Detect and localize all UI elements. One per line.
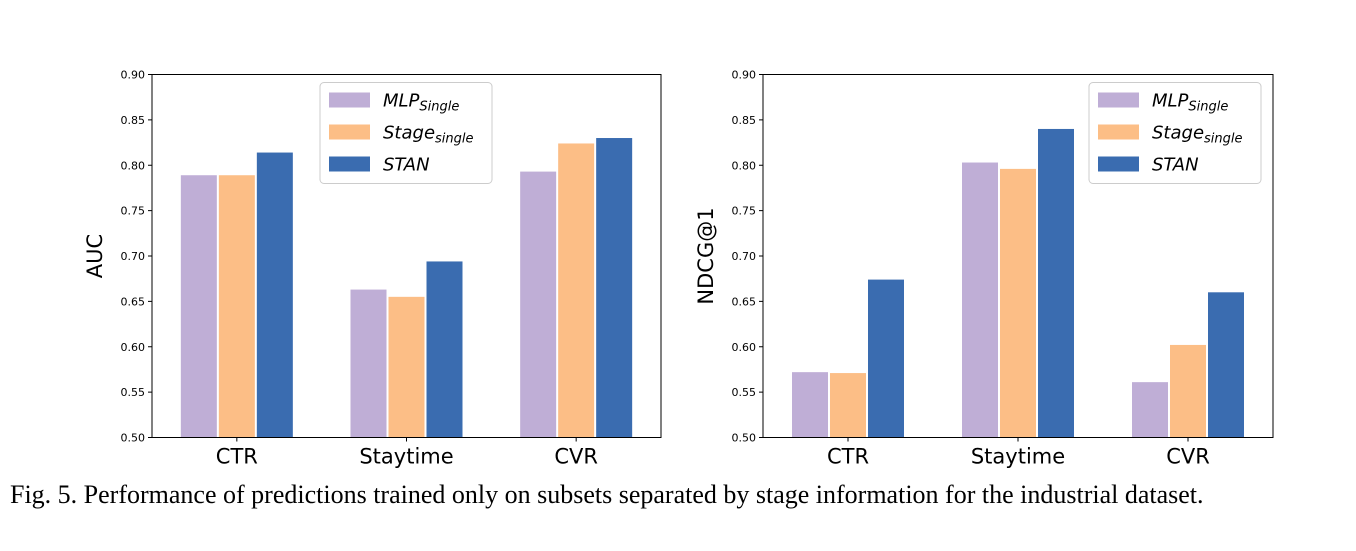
bar-stan-staytime bbox=[426, 261, 463, 438]
legend: MLPSingle Stagesingle STAN bbox=[319, 82, 493, 184]
y-tick-label: 0.90 bbox=[732, 69, 757, 82]
y-tick-label: 0.75 bbox=[121, 205, 146, 218]
bar-mlp-cvr bbox=[520, 171, 557, 438]
bar-mlp-cvr bbox=[1132, 382, 1168, 438]
legend-swatch-stage bbox=[1098, 124, 1139, 140]
bar-stage-ctr bbox=[218, 175, 255, 438]
legend-label-stage: Stagesingle bbox=[383, 123, 474, 147]
bar-stan-ctr bbox=[256, 152, 293, 438]
legend-swatch-stage bbox=[329, 124, 370, 140]
bar-stage-staytime bbox=[388, 296, 425, 438]
bar-stage-ctr bbox=[830, 373, 866, 438]
legend-swatch-mlp bbox=[329, 92, 370, 108]
legend-label-stan: STAN bbox=[383, 155, 430, 176]
legend-label-stage: Stagesingle bbox=[1152, 123, 1243, 147]
bar-stan-cvr bbox=[596, 138, 633, 438]
legend-swatch-stan bbox=[329, 156, 370, 172]
legend-swatch-mlp bbox=[1098, 92, 1139, 108]
y-tick-label: 0.80 bbox=[732, 159, 757, 172]
y-tick-label: 0.90 bbox=[121, 69, 146, 82]
bar-mlp-ctr bbox=[792, 372, 828, 438]
legend-label-mlp: MLPSingle bbox=[1152, 91, 1228, 115]
y-tick-label: 0.55 bbox=[732, 386, 757, 399]
bar-mlp-staytime bbox=[962, 162, 998, 438]
bar-stan-staytime bbox=[1038, 128, 1074, 438]
legend: MLPSingle Stagesingle STAN bbox=[1088, 82, 1262, 184]
y-tick-label: 0.60 bbox=[732, 341, 757, 354]
y-tick-label: 0.60 bbox=[121, 341, 146, 354]
auc-chart: 0.50 0.55 0.60 0.65 0.70 0.75 0.80 0.85 0.90 CTR S… bbox=[83, 69, 662, 469]
x-tick-label: CTR bbox=[827, 445, 869, 469]
y-tick-label: 0.65 bbox=[121, 295, 146, 308]
y-tick-label: 0.85 bbox=[121, 114, 146, 127]
x-tick-label: CVR bbox=[1166, 445, 1210, 469]
y-tick-label: 0.85 bbox=[732, 114, 757, 127]
ndcg-chart: 0.50 0.55 0.60 0.65 0.70 0.75 0.80 0.85 0.90 CTR S… bbox=[694, 69, 1274, 469]
bar-mlp-staytime bbox=[350, 289, 387, 438]
y-tick-label: 0.70 bbox=[732, 250, 757, 263]
bar-stage-cvr bbox=[1170, 344, 1206, 438]
bar-stan-ctr bbox=[868, 279, 904, 438]
y-axis-title: NDCG@1 bbox=[694, 207, 718, 304]
bar-stan-cvr bbox=[1208, 292, 1244, 438]
x-tick-label: CVR bbox=[554, 445, 598, 469]
bar-stage-staytime bbox=[1000, 168, 1036, 438]
y-tick-label: 0.50 bbox=[732, 432, 757, 445]
legend-label-stan: STAN bbox=[1152, 155, 1199, 176]
bar-mlp-ctr bbox=[180, 175, 217, 438]
y-tick-label: 0.75 bbox=[732, 205, 757, 218]
y-axis-title: AUC bbox=[83, 234, 107, 278]
y-tick-label: 0.80 bbox=[121, 159, 146, 172]
bar-stage-cvr bbox=[558, 143, 595, 438]
y-tick-label: 0.65 bbox=[732, 295, 757, 308]
y-tick-label: 0.70 bbox=[121, 250, 146, 263]
legend-swatch-stan bbox=[1098, 156, 1139, 172]
y-tick-label: 0.50 bbox=[121, 432, 146, 445]
x-tick-label: CTR bbox=[216, 445, 258, 469]
x-tick-label: Staytime bbox=[359, 445, 453, 469]
figure-caption: Fig. 5. Performance of predictions train… bbox=[10, 480, 1204, 509]
y-tick-label: 0.55 bbox=[121, 386, 146, 399]
legend-label-mlp: MLPSingle bbox=[383, 91, 459, 115]
x-tick-label: Staytime bbox=[971, 445, 1065, 469]
